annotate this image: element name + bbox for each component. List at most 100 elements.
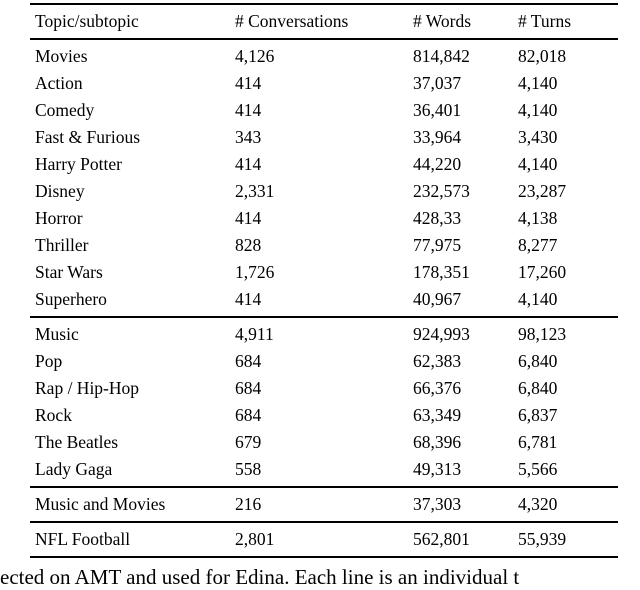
column-header-turns: # Turns: [518, 11, 572, 31]
cell-words: 562,801: [413, 529, 470, 549]
cell-conversations: 414: [235, 289, 262, 309]
table-row: Pop 684 62,383 6,840: [30, 348, 618, 375]
cell-topic: Fast & Furious: [35, 127, 141, 147]
table-row: Rock 684 63,349 6,837: [30, 402, 618, 429]
cell-conversations: 684: [235, 378, 262, 398]
table-row: NFL Football 2,801 562,801 55,939: [30, 522, 618, 557]
cell-words: 178,351: [413, 262, 470, 282]
cell-turns: 23,287: [518, 181, 567, 201]
table-row: Comedy 414 36,401 4,140: [30, 97, 618, 124]
cell-turns: 4,140: [518, 73, 558, 93]
cell-words: 814,842: [413, 46, 470, 66]
cell-turns: 6,840: [518, 351, 558, 371]
cell-turns: 4,140: [518, 154, 558, 174]
topics-statistics-table: Topic/subtopic # Conversations # Words #…: [30, 3, 618, 558]
table-row: Disney 2,331 232,573 23,287: [30, 178, 618, 205]
cell-conversations: 2,331: [235, 181, 275, 201]
cell-conversations: 1,726: [235, 262, 275, 282]
group-movies: Movies 4,126 814,842 82,018 Action 414 3…: [30, 39, 618, 317]
cell-topic: Star Wars: [35, 262, 103, 282]
cell-turns: 4,138: [518, 208, 558, 228]
cell-topic: Action: [35, 73, 83, 93]
table-row: Lady Gaga 558 49,313 5,566: [30, 456, 618, 487]
cell-topic: Superhero: [35, 289, 107, 309]
table-row: Music and Movies 216 37,303 4,320: [30, 487, 618, 522]
cell-turns: 4,140: [518, 100, 558, 120]
cell-topic: Thriller: [35, 235, 89, 255]
cell-words: 428,33: [413, 208, 462, 228]
cell-turns: 98,123: [518, 324, 567, 344]
table-row: Fast & Furious 343 33,964 3,430: [30, 124, 618, 151]
table-row: Movies 4,126 814,842 82,018: [30, 39, 618, 70]
cell-turns: 6,781: [518, 432, 558, 452]
cell-words: 68,396: [413, 432, 462, 452]
cell-turns: 55,939: [518, 529, 567, 549]
cell-topic: Rock: [35, 405, 72, 425]
cell-conversations: 4,911: [235, 324, 274, 344]
cell-turns: 82,018: [518, 46, 567, 66]
group-nfl-football: NFL Football 2,801 562,801 55,939: [30, 522, 618, 557]
cell-topic: The Beatles: [35, 432, 119, 452]
cell-turns: 6,840: [518, 378, 558, 398]
cell-conversations: 558: [235, 459, 262, 479]
cell-topic: Lady Gaga: [35, 459, 113, 479]
cell-topic: Movies: [35, 46, 88, 66]
cell-conversations: 414: [235, 154, 262, 174]
table-row: Rap / Hip-Hop 684 66,376 6,840: [30, 375, 618, 402]
cell-turns: 17,260: [518, 262, 567, 282]
cell-turns: 6,837: [518, 405, 558, 425]
cell-topic: Music: [35, 324, 79, 344]
group-music-and-movies: Music and Movies 216 37,303 4,320: [30, 487, 618, 522]
cell-words: 33,964: [413, 127, 462, 147]
cell-words: 37,303: [413, 494, 462, 514]
cell-topic: Rap / Hip-Hop: [35, 378, 140, 398]
cell-conversations: 684: [235, 351, 262, 371]
cell-conversations: 343: [235, 127, 262, 147]
cell-conversations: 679: [235, 432, 262, 452]
table-header: Topic/subtopic # Conversations # Words #…: [30, 4, 618, 39]
cell-conversations: 414: [235, 73, 262, 93]
cell-turns: 3,430: [518, 127, 558, 147]
column-header-topic: Topic/subtopic: [35, 11, 139, 31]
table-caption: ected on AMT and used for Edina. Each li…: [0, 565, 520, 589]
column-header-words: # Words: [413, 11, 472, 31]
table-row: Star Wars 1,726 178,351 17,260: [30, 259, 618, 286]
table-row: Harry Potter 414 44,220 4,140: [30, 151, 618, 178]
table-row: The Beatles 679 68,396 6,781: [30, 429, 618, 456]
column-header-conversations: # Conversations: [235, 11, 349, 31]
cell-turns: 4,140: [518, 289, 558, 309]
cell-conversations: 684: [235, 405, 262, 425]
cell-words: 232,573: [413, 181, 470, 201]
table-row: Music 4,911 924,993 98,123: [30, 317, 618, 348]
cell-conversations: 414: [235, 100, 262, 120]
cell-topic: Comedy: [35, 100, 95, 120]
cell-conversations: 2,801: [235, 529, 275, 549]
cell-conversations: 828: [235, 235, 262, 255]
cell-words: 62,383: [413, 351, 462, 371]
cell-conversations: 4,126: [235, 46, 275, 66]
cell-topic: Disney: [35, 181, 85, 201]
group-music: Music 4,911 924,993 98,123 Pop 684 62,38…: [30, 317, 618, 487]
table-header-row: Topic/subtopic # Conversations # Words #…: [30, 4, 618, 39]
cell-words: 44,220: [413, 154, 462, 174]
cell-words: 37,037: [413, 73, 462, 93]
cell-words: 63,349: [413, 405, 462, 425]
cell-conversations: 216: [235, 494, 262, 514]
table-row: Action 414 37,037 4,140: [30, 70, 618, 97]
table-row: Horror 414 428,33 4,138: [30, 205, 618, 232]
cell-turns: 8,277: [518, 235, 558, 255]
cell-turns: 4,320: [518, 494, 558, 514]
cell-topic: Pop: [35, 351, 63, 371]
table-row: Superhero 414 40,967 4,140: [30, 286, 618, 317]
table-row: Thriller 828 77,975 8,277: [30, 232, 618, 259]
cell-topic: NFL Football: [35, 529, 131, 549]
cell-words: 36,401: [413, 100, 462, 120]
cell-words: 49,313: [413, 459, 462, 479]
cell-words: 77,975: [413, 235, 462, 255]
cell-words: 40,967: [413, 289, 462, 309]
cell-topic: Harry Potter: [35, 154, 122, 174]
cell-topic: Music and Movies: [35, 494, 166, 514]
cell-words: 66,376: [413, 378, 462, 398]
cell-words: 924,993: [413, 324, 470, 344]
cell-turns: 5,566: [518, 459, 558, 479]
